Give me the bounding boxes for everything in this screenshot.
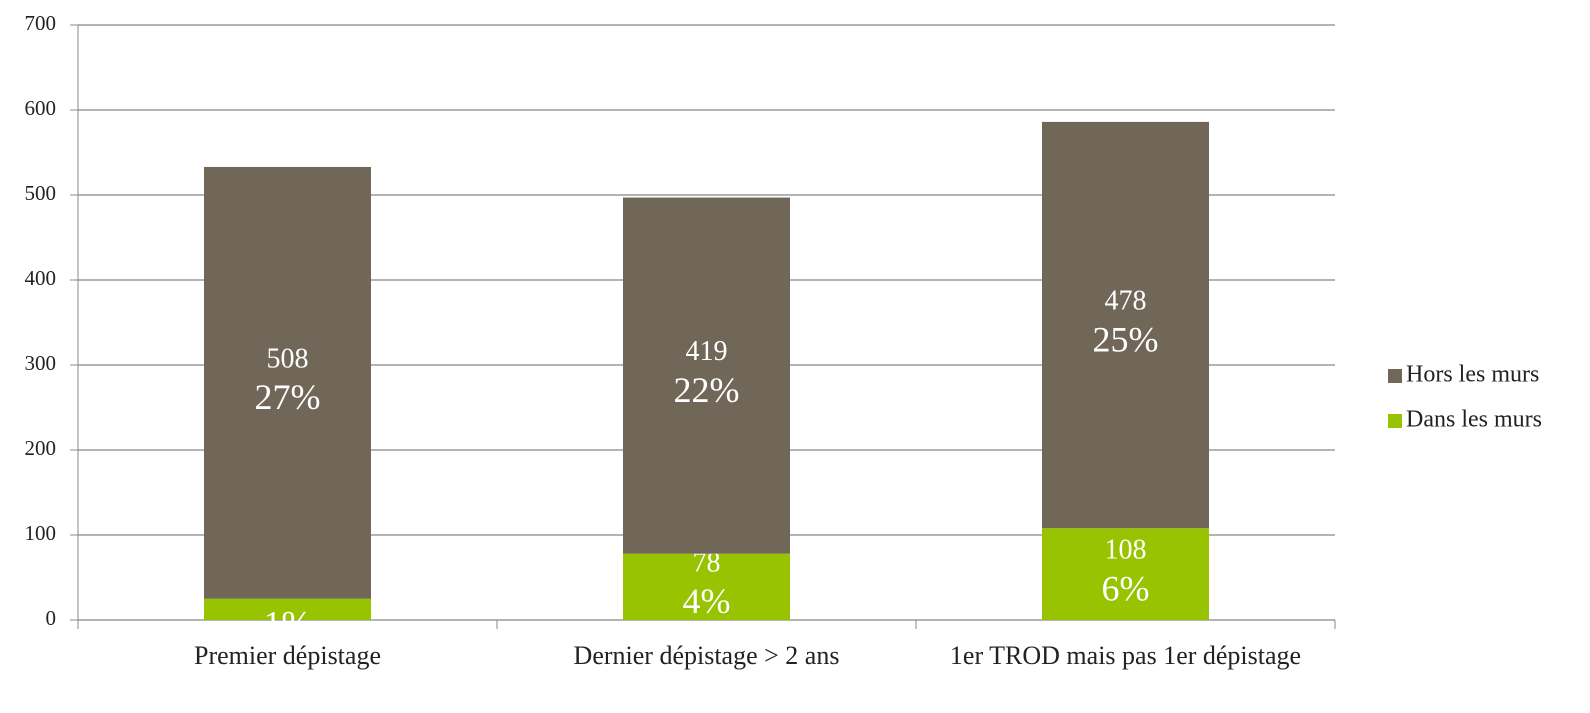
bar-segment bbox=[204, 166, 371, 599]
value-label: 508 bbox=[267, 343, 309, 374]
y-tick-label: 100 bbox=[25, 521, 57, 545]
value-label: 419 bbox=[686, 336, 728, 367]
share-label: 4% bbox=[683, 581, 731, 621]
share-label: 27% bbox=[255, 377, 321, 417]
share-label: 22% bbox=[674, 370, 740, 410]
x-tick-label: Dernier dépistage > 2 ans bbox=[573, 641, 840, 670]
y-tick-label: 500 bbox=[25, 181, 57, 205]
legend-label: Dans les murs bbox=[1406, 407, 1542, 433]
y-tick-label: 600 bbox=[25, 96, 57, 120]
legend-swatch bbox=[1388, 369, 1402, 383]
bar-segment bbox=[1042, 121, 1209, 529]
bar-segment bbox=[623, 553, 790, 620]
value-label: 108 bbox=[1105, 535, 1147, 566]
bar-segment bbox=[204, 598, 371, 620]
y-tick-label: 700 bbox=[25, 11, 57, 35]
share-label: 1% bbox=[264, 604, 312, 644]
share-label: 6% bbox=[1102, 568, 1150, 608]
bar-segment bbox=[1042, 528, 1209, 620]
y-tick-label: 200 bbox=[25, 436, 57, 460]
share-label: 25% bbox=[1093, 319, 1159, 359]
y-tick-label: 400 bbox=[25, 266, 57, 290]
x-tick-label: 1er TROD mais pas 1er dépistage bbox=[949, 641, 1302, 670]
value-label: 478 bbox=[1105, 285, 1147, 316]
legend-swatch bbox=[1388, 414, 1402, 428]
legend-label: Hors les murs bbox=[1406, 362, 1539, 388]
y-tick-label: 0 bbox=[46, 606, 57, 630]
y-tick-label: 300 bbox=[25, 351, 57, 375]
bar-segment bbox=[623, 197, 790, 554]
x-tick-label: Premier dépistage bbox=[194, 641, 381, 670]
